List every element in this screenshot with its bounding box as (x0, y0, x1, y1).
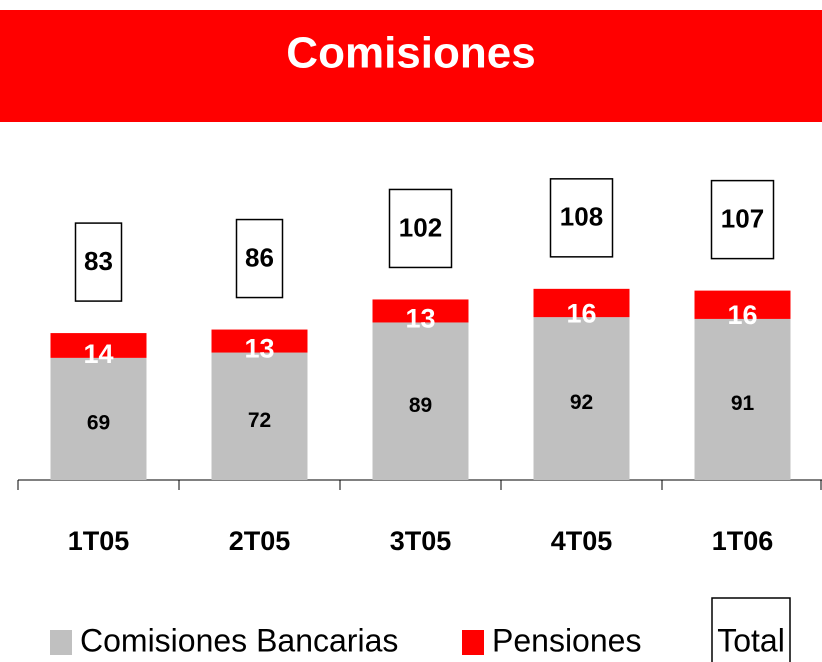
total-box (710, 179, 775, 260)
x-tick-label: 2T05 (229, 526, 291, 556)
total-box (549, 178, 614, 258)
bar-segment (211, 352, 308, 480)
data-label: 16 (566, 298, 596, 328)
title-banner (0, 10, 822, 122)
x-tick-label: 3T05 (390, 526, 452, 556)
total-label: 107 (721, 203, 764, 233)
data-label: 16 (727, 300, 757, 330)
bar-segment (50, 333, 147, 358)
bar-segment (694, 318, 791, 480)
total-label: 102 (399, 212, 442, 242)
data-label: 91 (731, 392, 755, 415)
legend-swatch (462, 630, 484, 655)
bar-segment (372, 322, 469, 480)
legend-total-box (711, 597, 791, 662)
total-label: 86 (245, 242, 274, 272)
total-box (74, 222, 123, 302)
bar-segment (372, 299, 469, 323)
data-label: 89 (409, 394, 432, 417)
bar-segment (533, 317, 630, 480)
total-label: 108 (560, 202, 603, 232)
total-box (235, 218, 284, 299)
legend-label: Pensiones (492, 622, 641, 658)
data-label: 92 (570, 391, 593, 414)
x-tick-label: 1T05 (68, 526, 130, 556)
x-tick-label: 1T06 (712, 526, 774, 556)
total-box (388, 188, 453, 269)
x-tick-label: 4T05 (551, 526, 613, 556)
legend-label: Comisiones Bancarias (80, 622, 398, 658)
legend-swatch (50, 630, 72, 655)
data-label: 13 (405, 304, 435, 334)
bar-segment (533, 288, 630, 318)
data-label: 72 (248, 409, 271, 432)
legend-label: Total (717, 622, 785, 658)
bar-segment (211, 329, 308, 353)
chart-title: Comisiones (286, 29, 535, 78)
bar-segment (694, 290, 791, 319)
data-label: 14 (83, 339, 113, 369)
bar-segment (50, 357, 147, 480)
data-label: 13 (244, 334, 274, 364)
total-label: 83 (84, 246, 113, 276)
data-label: 69 (87, 411, 110, 434)
